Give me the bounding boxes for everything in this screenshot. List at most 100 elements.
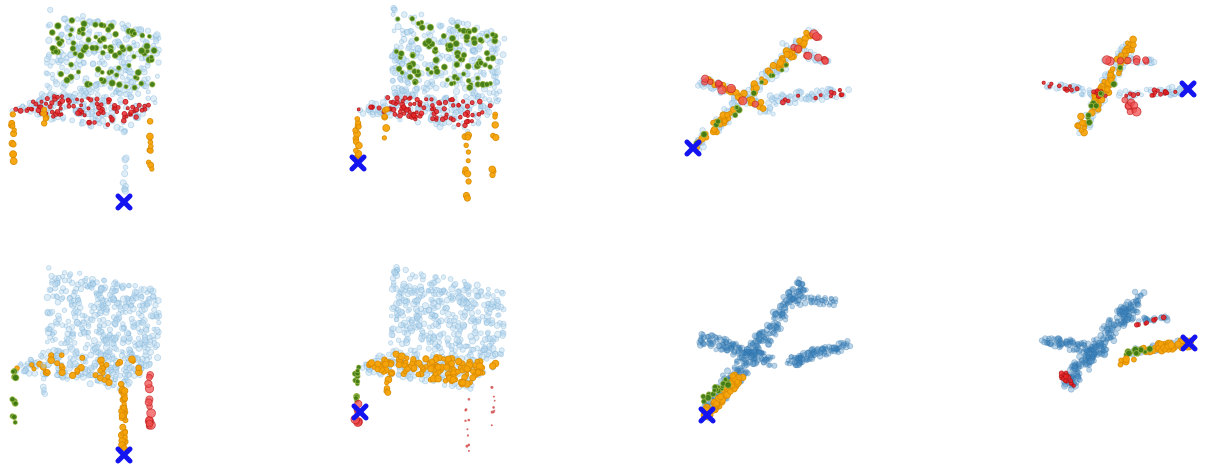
point	[48, 357, 55, 364]
point	[115, 110, 118, 113]
point	[139, 81, 144, 86]
point	[1082, 343, 1086, 347]
point	[70, 118, 75, 123]
point	[145, 28, 150, 33]
point	[389, 362, 394, 367]
point	[436, 344, 440, 348]
point	[1042, 81, 1045, 84]
point	[123, 430, 128, 435]
point	[814, 96, 818, 100]
point	[431, 104, 435, 108]
point	[416, 69, 420, 73]
point	[780, 68, 784, 72]
point	[727, 84, 736, 93]
point	[69, 18, 75, 24]
point	[453, 88, 459, 94]
point	[409, 103, 413, 107]
point	[67, 104, 71, 108]
point	[116, 312, 121, 317]
point	[18, 108, 23, 113]
point	[493, 410, 495, 412]
point	[124, 310, 128, 314]
point	[147, 103, 151, 107]
point	[456, 369, 461, 374]
point	[86, 324, 91, 329]
point	[464, 94, 469, 99]
point	[76, 111, 81, 116]
point	[112, 53, 118, 59]
point	[466, 179, 471, 184]
point	[453, 281, 459, 287]
point	[437, 288, 441, 292]
point	[495, 80, 499, 84]
point	[155, 298, 161, 304]
point	[478, 60, 483, 65]
point	[1133, 59, 1139, 65]
point	[377, 106, 381, 110]
point	[460, 347, 465, 352]
point	[767, 93, 773, 99]
point	[434, 109, 438, 113]
point	[425, 98, 428, 101]
point	[132, 85, 137, 90]
point	[819, 97, 825, 103]
point	[429, 312, 434, 317]
point	[140, 294, 144, 298]
point	[103, 45, 107, 49]
point	[64, 69, 69, 74]
point	[87, 381, 93, 387]
point	[97, 61, 101, 65]
point	[477, 99, 482, 104]
point	[95, 97, 99, 101]
point	[1131, 93, 1136, 98]
point	[77, 297, 81, 301]
point	[98, 329, 104, 335]
point	[777, 303, 783, 309]
point	[442, 107, 446, 111]
point	[1110, 67, 1115, 72]
point	[475, 370, 481, 376]
point	[1092, 90, 1096, 94]
point	[469, 310, 475, 316]
point	[465, 134, 471, 140]
point	[415, 297, 421, 303]
point	[401, 12, 407, 18]
point	[139, 320, 145, 326]
point	[772, 312, 778, 318]
point	[426, 338, 430, 342]
point	[112, 40, 117, 45]
point	[1078, 113, 1085, 120]
point	[145, 399, 152, 406]
point	[391, 326, 397, 332]
point	[127, 46, 133, 52]
point	[462, 72, 466, 76]
point	[408, 307, 412, 311]
point	[113, 31, 119, 37]
point	[484, 320, 489, 325]
point	[55, 23, 61, 29]
point	[1125, 299, 1131, 305]
point	[429, 70, 433, 74]
point	[86, 37, 91, 42]
point	[53, 337, 57, 341]
point	[1045, 341, 1050, 346]
point	[422, 62, 427, 67]
point	[414, 86, 418, 90]
point	[459, 311, 463, 315]
point	[788, 94, 792, 98]
point	[76, 98, 79, 101]
point	[451, 104, 455, 108]
point	[136, 365, 142, 371]
point	[430, 289, 434, 293]
point	[493, 396, 495, 398]
point	[49, 281, 53, 285]
point	[87, 335, 91, 339]
point	[725, 112, 730, 117]
point	[89, 82, 93, 86]
point	[1123, 356, 1130, 363]
point	[1072, 365, 1078, 371]
point	[399, 45, 404, 50]
point	[500, 333, 506, 339]
point	[1102, 346, 1108, 352]
point	[107, 333, 112, 338]
